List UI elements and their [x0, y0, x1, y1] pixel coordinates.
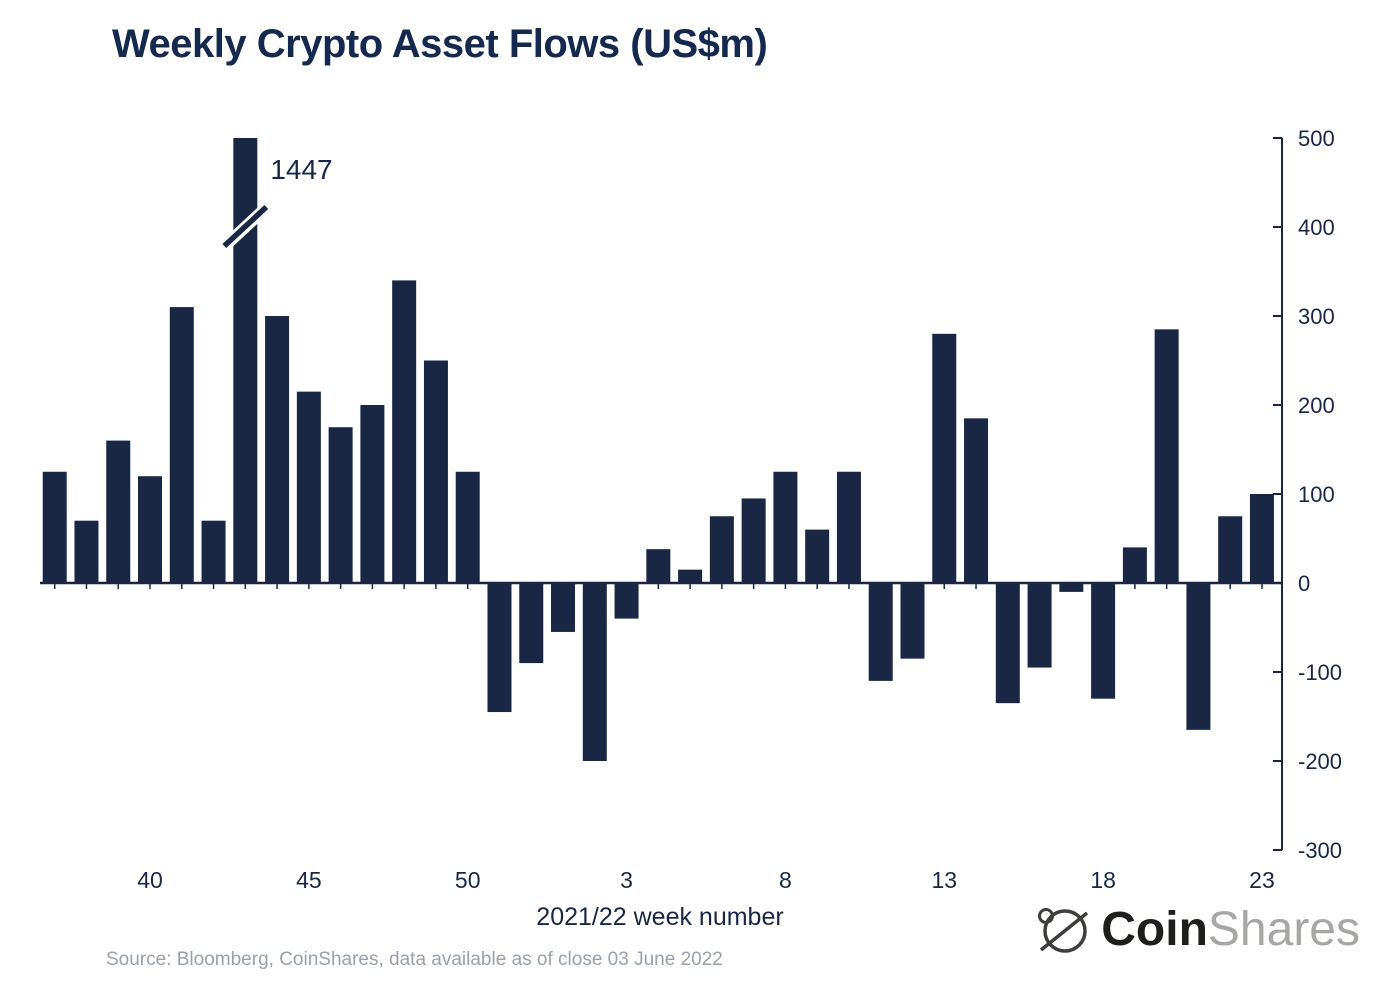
bar-week-8 [773, 471, 798, 583]
bar-week-11 [868, 583, 893, 681]
chart-title: Weekly Crypto Asset Flows (US$m) [112, 22, 768, 66]
bar-week-42 [201, 520, 226, 583]
source-note: Source: Bloomberg, CoinShares, data avai… [106, 949, 723, 970]
logo-coin: Coin [1101, 903, 1208, 956]
y-tick-label: 0 [1298, 571, 1310, 596]
x-axis-label: 2021/22 week number [536, 903, 784, 931]
y-tick-label: -200 [1298, 749, 1342, 774]
bar-week-52 [519, 583, 544, 664]
bar-week-10 [836, 471, 861, 583]
bar-week-48 [392, 280, 417, 583]
logo-shares: Shares [1207, 903, 1360, 956]
axis-break-slash [222, 204, 269, 249]
x-tick-label: 3 [620, 867, 633, 893]
bar-week-19 [1122, 547, 1147, 583]
bar-week-41 [169, 307, 194, 583]
bar-week-21 [1186, 583, 1211, 730]
bar-week-13 [932, 333, 957, 583]
y-tick-label: 400 [1298, 215, 1335, 240]
bar-week-6 [709, 516, 734, 583]
bar-week-12 [900, 583, 925, 659]
bar-week-1 [551, 583, 576, 632]
x-tick-label: 23 [1249, 867, 1275, 893]
y-tick-label: 500 [1298, 126, 1335, 151]
bar-week-44 [265, 316, 290, 583]
y-tick-label: -300 [1298, 838, 1342, 863]
x-tick-label: 45 [296, 867, 322, 893]
coinshares-logo-text: CoinShares [1101, 906, 1360, 954]
bar-week-45 [296, 391, 321, 583]
bar-week-22 [1218, 516, 1243, 583]
bar-week-18 [1091, 583, 1116, 699]
bar-week-2 [582, 583, 607, 761]
x-tick-label: 50 [455, 867, 481, 893]
bar-week-5 [678, 569, 703, 583]
bar-week-51 [487, 583, 512, 713]
bar-week-49 [423, 360, 448, 583]
bar-week-40 [138, 476, 163, 583]
bar-week-43 [233, 138, 258, 583]
x-tick-label: 40 [137, 867, 163, 893]
bar-week-37 [42, 471, 67, 583]
bar-week-39 [106, 440, 131, 583]
bar-week-20 [1154, 329, 1179, 583]
bar-week-47 [360, 405, 385, 583]
bar-week-7 [741, 498, 766, 583]
coinshares-logo-icon [1038, 908, 1089, 953]
bar-week-50 [455, 471, 480, 583]
x-tick-label: 13 [931, 867, 957, 893]
coinshares-logo: CoinShares [1034, 901, 1360, 959]
x-tick-label: 8 [779, 867, 792, 893]
y-tick-label: -100 [1298, 660, 1342, 685]
y-tick-label: 100 [1298, 482, 1335, 507]
y-tick-label: 300 [1298, 304, 1335, 329]
x-tick-label: 18 [1090, 867, 1116, 893]
bar-week-4 [646, 549, 671, 583]
y-tick-label: 200 [1298, 393, 1335, 418]
bar-week-16 [1027, 583, 1052, 668]
bar-week-9 [805, 529, 830, 583]
bar-value-annotation: 1447 [270, 154, 332, 185]
bar-week-15 [995, 583, 1020, 704]
bar-week-46 [328, 427, 353, 583]
bar-week-38 [74, 520, 99, 583]
bar-week-23 [1249, 494, 1274, 583]
bar-week-14 [964, 418, 989, 583]
